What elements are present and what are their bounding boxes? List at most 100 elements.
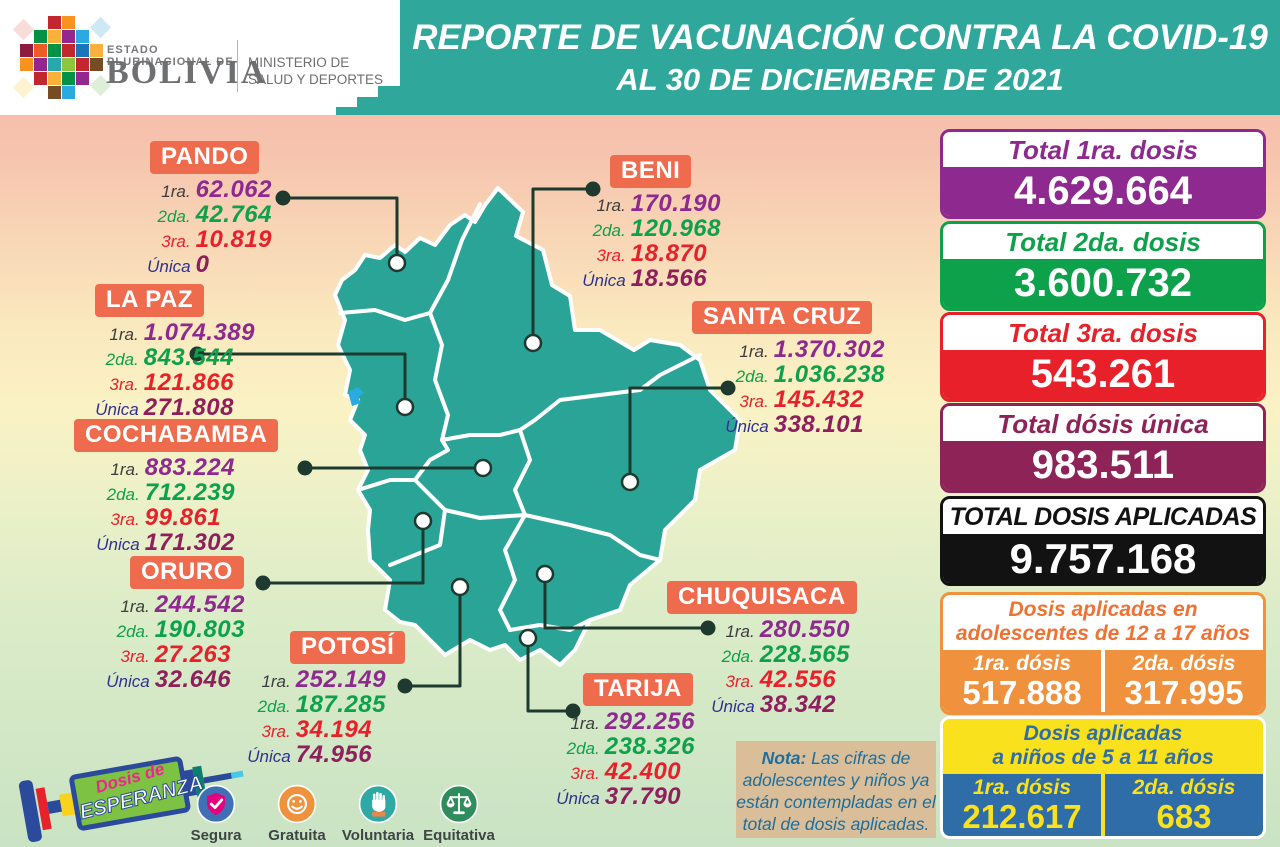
- smiley-icon: [277, 784, 317, 824]
- brand-divider: [237, 40, 238, 92]
- shield-check-icon: [196, 784, 236, 824]
- dose-label: 2da.: [592, 221, 626, 240]
- department-name-badge: CHUQUISACA: [667, 581, 857, 614]
- dose-value: 171.302: [144, 529, 235, 556]
- dose-label: 1ra.: [739, 342, 769, 361]
- department-name-badge: ORURO: [130, 556, 244, 589]
- dose-value: 38.342: [759, 691, 837, 718]
- label-end-dots: [189, 181, 736, 719]
- total-second-dose-card: Total 2da. dosis 3.600.732: [940, 221, 1266, 311]
- dose-label: 3ra.: [161, 232, 191, 251]
- department-name-badge: BENI: [610, 155, 692, 188]
- dose-table: 1ra. 252.149 2da. 187.285 3ra. 34.194 Única…: [247, 668, 386, 768]
- dose-value: 1.074.389: [143, 319, 255, 346]
- dose-label: 2da.: [257, 697, 291, 716]
- connector-tarija: [526, 638, 573, 713]
- balance-scale-icon: [439, 784, 479, 824]
- dosis-de-esperanza-logo: Dosis de ESPERANZA: [18, 756, 244, 843]
- principle-label: Equitativa: [423, 827, 495, 844]
- dose-value: 280.550: [759, 616, 850, 643]
- dose-label: Única: [106, 672, 150, 691]
- note-box: Nota: Las cifras de adolescentes y niños…: [736, 741, 936, 838]
- department-name-badge: COCHABAMBA: [74, 419, 279, 452]
- total-applied-doses-card: TOTAL DOSIS APLICADAS 9.757.168: [940, 496, 1266, 586]
- principle-label: Voluntaria: [341, 827, 415, 844]
- dose-value: 843.544: [143, 344, 234, 371]
- dose-value: 18.870: [630, 240, 708, 267]
- connector-oruro: [263, 521, 425, 585]
- syringe-nozzle-band: [192, 765, 207, 797]
- brand-name: BOLIVIA: [106, 54, 268, 91]
- dose-value: 10.819: [195, 226, 272, 253]
- dose-label: 2da.: [106, 485, 140, 504]
- dose-label: 2da.: [105, 350, 139, 369]
- department-santa-cruz: SANTA CRUZ 1ra. 1.370.302 2da. 1.036.238 3…: [688, 301, 885, 438]
- dose-label: Única: [556, 789, 600, 808]
- dose-value: 27.263: [154, 641, 232, 668]
- card-title: Total 1ra. dosis: [943, 132, 1263, 167]
- syringe-needle-tip: [230, 770, 244, 779]
- dose-label: Única: [96, 535, 140, 554]
- dose-table: 1ra. 280.550 2da. 228.565 3ra. 42.556 Única…: [711, 618, 850, 718]
- dose-value: 244.542: [154, 591, 245, 618]
- dose-value: 271.808: [143, 394, 234, 421]
- report-title-line2: AL 30 DE DICIEMBRE DE 2021: [616, 61, 1064, 97]
- connector-pando: [283, 196, 399, 263]
- department-potosi: POTOSÍ 1ra. 252.149 2da. 187.285 3ra. 34.19…: [238, 631, 406, 768]
- dose-label: Única: [247, 747, 291, 766]
- card-value: 4.629.664: [943, 167, 1263, 216]
- dose-value: 42.400: [604, 758, 682, 785]
- connector-beni: [531, 187, 593, 343]
- dose-label: Única: [95, 400, 139, 419]
- mosaic-cross: [20, 16, 103, 99]
- dose-label: 3ra.: [110, 510, 140, 529]
- dose-value: 187.285: [295, 691, 386, 718]
- map-marker-dots: [387, 253, 640, 648]
- card-title: TOTAL DOSIS APLICADAS: [943, 499, 1263, 534]
- adolescents-doses-card: Dosis aplicadas en adolescentes de 12 a …: [940, 592, 1266, 715]
- dose-value: 190.803: [154, 616, 245, 643]
- principle-equitativa: Equitativa: [423, 784, 495, 844]
- card-title: Total 3ra. dosis: [943, 315, 1263, 350]
- header-band: [388, 0, 1280, 115]
- dose-label: 1ra.: [161, 182, 191, 201]
- department-name-badge: SANTA CRUZ: [692, 301, 873, 334]
- dose-value: 18.566: [630, 265, 708, 292]
- dose-table: 1ra. 1.370.302 2da. 1.036.238 3ra. 145.432 …: [725, 338, 885, 438]
- connector-santa-cruz: [628, 386, 728, 482]
- department-pando: PANDO 1ra. 62.062 2da. 42.764 3ra. 10.819 Ú…: [95, 141, 272, 278]
- dose-value: 1.036.238: [773, 361, 885, 388]
- dose-label: 3ra.: [261, 722, 291, 741]
- department-tarija: TARIJA 1ra. 292.256 2da. 238.326 3ra. 42.40…: [545, 673, 695, 810]
- dose-label: 3ra.: [725, 672, 755, 691]
- dose-value: 99.861: [144, 504, 222, 531]
- adolescents-second-dose-cell: 2da. dósis 317.995: [1105, 650, 1263, 712]
- dose-label: 3ra.: [739, 392, 769, 411]
- card-value: 983.511: [943, 441, 1263, 490]
- dose-label: 2da.: [566, 739, 600, 758]
- card-title: Dosis aplicadas en adolescentes de 12 a …: [943, 595, 1263, 650]
- dose-value: 228.565: [759, 641, 850, 668]
- connector-la-paz: [197, 352, 407, 407]
- dose-label: 2da.: [116, 622, 150, 641]
- dose-value: 1.370.302: [773, 336, 885, 363]
- hand-cuff: [372, 811, 386, 817]
- dose-value: 338.101: [773, 411, 864, 438]
- department-beni: BENI 1ra. 170.190 2da. 120.968 3ra. 18.870 …: [573, 155, 721, 292]
- dose-label: Única: [725, 417, 769, 436]
- connector-lines: [197, 187, 728, 713]
- department-cochabamba: COCHABAMBA 1ra. 883.224 2da. 712.239 3ra. 9…: [60, 419, 279, 556]
- total-first-dose-card: Total 1ra. dosis 4.629.664: [940, 129, 1266, 219]
- dose-value: 170.190: [630, 190, 721, 217]
- raised-hand-icon: [358, 784, 398, 824]
- dose-value: 238.326: [604, 733, 695, 760]
- department-name-badge: TARIJA: [583, 673, 693, 706]
- dose-label: 1ra.: [570, 714, 600, 733]
- connector-potosi: [405, 587, 462, 688]
- total-single-dose-card: Total dósis única 983.511: [940, 403, 1266, 493]
- dose-value: 42.764: [195, 201, 272, 228]
- card-value: 3.600.732: [943, 259, 1263, 308]
- dose-value: 121.866: [143, 369, 234, 396]
- principle-voluntaria: Voluntaria: [342, 784, 414, 844]
